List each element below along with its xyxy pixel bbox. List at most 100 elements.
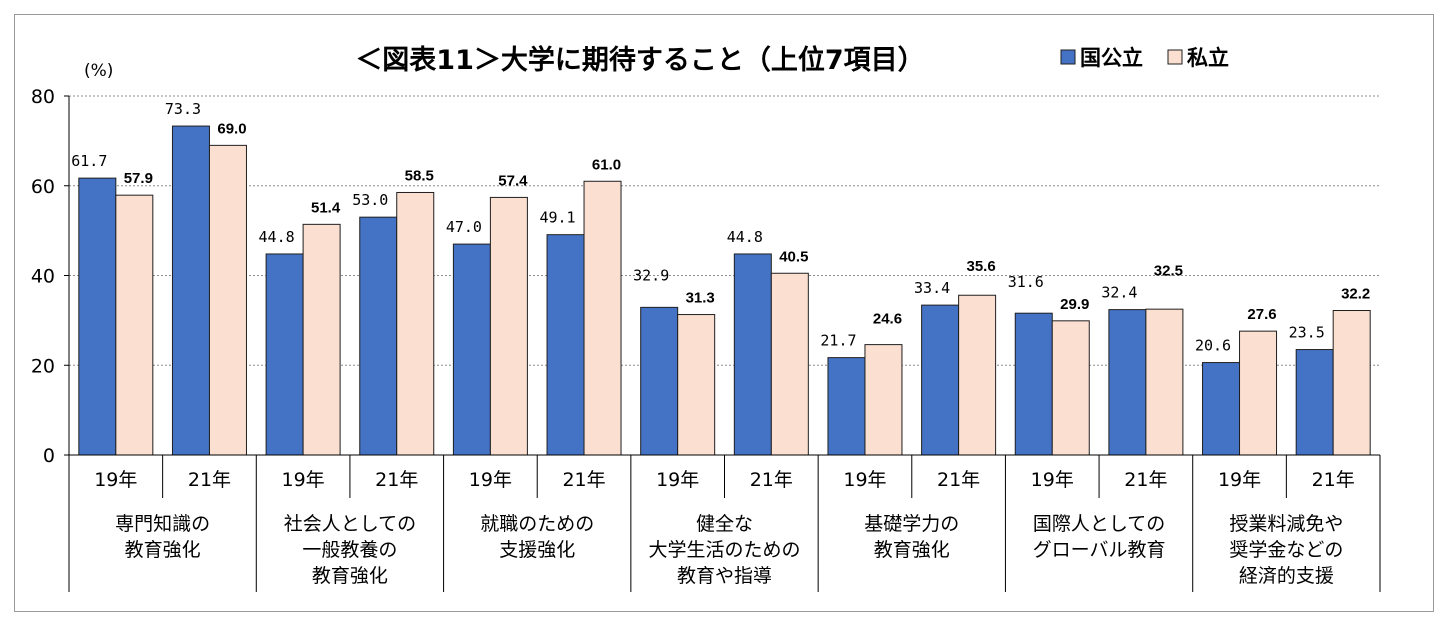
bar-national: [1295, 349, 1334, 456]
category-label: 社会人としての: [284, 513, 416, 535]
bar-private: [1145, 308, 1184, 456]
bar-national: [78, 177, 117, 456]
x-year-label: 19年: [94, 469, 137, 491]
x-year-label: 19年: [1031, 469, 1074, 491]
bar-national: [1108, 309, 1147, 456]
data-label-national: 61.7: [71, 152, 107, 170]
x-year-label: 21年: [937, 469, 980, 491]
data-label-private: 57.4: [498, 172, 528, 189]
bar-national: [452, 243, 491, 456]
bar-private: [770, 272, 809, 456]
category-label: 教育強化: [874, 539, 950, 561]
data-label-national: 21.7: [820, 332, 856, 350]
bar-national: [1202, 362, 1241, 456]
data-label-private: 61.0: [592, 156, 621, 173]
category-label: 教育や指導: [677, 565, 772, 587]
bar-national: [827, 357, 866, 456]
data-label-private: 40.5: [779, 248, 808, 265]
category-label: 国際人としての: [1033, 513, 1165, 535]
data-label-private: 57.9: [124, 170, 153, 187]
data-label-private: 32.5: [1154, 263, 1183, 280]
legend-label-private: 私立: [1187, 46, 1229, 70]
chart-frame: [14, 14, 1434, 612]
x-year-label: 21年: [562, 469, 605, 491]
data-label-private: 24.6: [873, 311, 902, 328]
bar-private: [489, 196, 528, 456]
x-year-label: 19年: [843, 469, 886, 491]
x-year-label: 21年: [1312, 469, 1355, 491]
data-label-private: 32.2: [1341, 286, 1370, 303]
data-label-national: 20.6: [1195, 337, 1231, 355]
bar-private: [115, 194, 154, 456]
legend: 国公立 私立: [1060, 46, 1229, 70]
bar-private: [396, 191, 435, 456]
y-axis-unit-label: (%): [84, 61, 113, 81]
legend-swatch-private: [1167, 49, 1183, 65]
category-label: 支援強化: [499, 539, 575, 561]
data-label-national: 49.1: [539, 209, 575, 227]
category-label: グローバル教育: [1033, 539, 1166, 561]
bar-national: [359, 216, 398, 456]
data-labels: 61.7 57.9 73.3 69.0 44.8 51.4 53.0 58.5 47.0 57.4…: [71, 100, 1370, 354]
bar-national: [733, 253, 772, 456]
data-label-national: 32.9: [633, 267, 669, 285]
category-label: 専門知識の: [115, 513, 210, 535]
data-label-private: 31.3: [686, 290, 715, 307]
y-tick-label: 20: [31, 355, 55, 377]
bar-private: [958, 294, 997, 456]
data-label-national: 53.0: [352, 191, 388, 209]
y-tick-label: 60: [31, 176, 55, 198]
chart-title: ＜図表11＞大学に期待すること（上位7項目）: [355, 44, 924, 76]
bar-private: [583, 180, 622, 456]
category-label: 奨学金などの: [1229, 539, 1343, 561]
data-label-national: 32.4: [1101, 284, 1137, 302]
x-year-label: 19年: [1218, 469, 1261, 491]
x-year-label: 21年: [750, 469, 793, 491]
bar-private: [208, 144, 247, 456]
bar-national: [640, 306, 679, 456]
data-label-private: 69.0: [217, 120, 246, 137]
x-year-label: 19年: [656, 469, 699, 491]
category-label: 就職のための: [480, 513, 594, 535]
y-tick-label: 40: [31, 266, 55, 288]
bar-national: [546, 234, 585, 456]
x-year-label: 21年: [188, 469, 231, 491]
bar-private: [1051, 320, 1090, 456]
category-label: 教育強化: [312, 565, 388, 587]
bar-private: [1332, 310, 1371, 456]
category-label: 経済的支援: [1239, 565, 1334, 587]
bar-private: [864, 344, 903, 456]
category-label: 授業料減免や: [1229, 513, 1343, 535]
bar-private: [302, 223, 341, 456]
data-label-national: 73.3: [165, 100, 201, 118]
data-label-national: 44.8: [727, 228, 763, 246]
data-label-private: 29.9: [1060, 296, 1089, 313]
category-label: 教育強化: [125, 539, 201, 561]
data-label-national: 47.0: [446, 218, 482, 236]
bars: [78, 125, 1371, 456]
bar-private: [1239, 330, 1278, 456]
x-year-label: 19年: [469, 469, 512, 491]
y-tick-label: 0: [43, 445, 55, 467]
bar-national: [171, 125, 210, 456]
x-year-label: 21年: [375, 469, 418, 491]
data-label-private: 51.4: [311, 199, 341, 216]
category-label: 大学生活のための: [648, 539, 800, 561]
data-label-private: 35.6: [967, 258, 996, 275]
category-label: 一般教養の: [302, 539, 397, 561]
x-year-label: 21年: [1124, 469, 1167, 491]
x-year-label: 19年: [282, 469, 325, 491]
data-label-national: 31.6: [1008, 273, 1044, 291]
category-label: 健全な: [696, 513, 753, 535]
data-label-private: 58.5: [405, 167, 434, 184]
data-label-national: 44.8: [259, 228, 295, 246]
data-label-national: 23.5: [1289, 324, 1325, 342]
category-label: 基礎学力の: [864, 513, 959, 535]
y-tick-label: 80: [31, 86, 55, 108]
data-label-private: 27.6: [1247, 306, 1276, 323]
bar-national: [265, 253, 304, 456]
bar-private: [677, 314, 716, 456]
legend-swatch-national: [1060, 49, 1076, 65]
